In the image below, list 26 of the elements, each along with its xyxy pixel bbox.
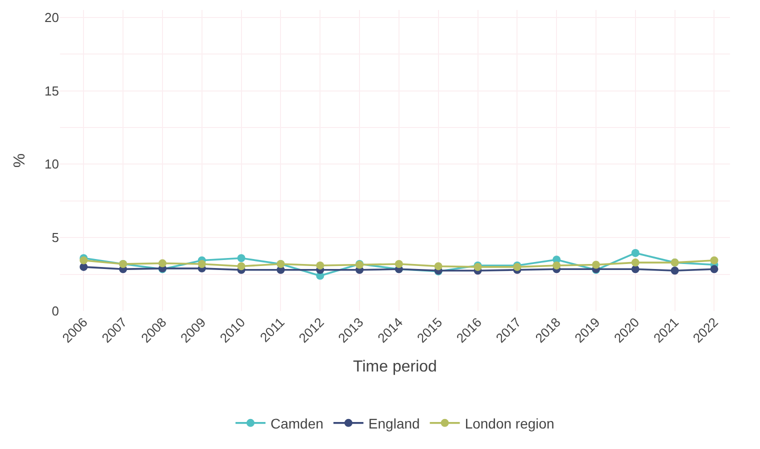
point [710,256,718,264]
point [434,262,442,270]
y-tick-label: 0 [52,304,59,319]
point [198,260,206,268]
point [631,258,640,267]
point [710,265,718,274]
y-tick-label: 5 [52,230,59,246]
point [316,261,324,270]
point [394,260,403,268]
legend-label: London region [464,415,554,432]
point [631,249,640,257]
point [237,254,246,262]
legend-label: Camden [270,415,324,432]
legend-label: England [368,415,420,432]
point [80,262,88,271]
point [158,259,166,268]
y-tick-label: 10 [44,156,59,172]
x-axis-title: Time period [353,358,437,376]
y-tick-label: 20 [44,10,59,25]
point [552,261,561,270]
point [670,266,679,275]
point [592,260,600,269]
point [237,262,246,270]
y-axis-title: % [11,153,28,168]
y-tick-label: 15 [44,83,59,98]
point [631,265,640,274]
